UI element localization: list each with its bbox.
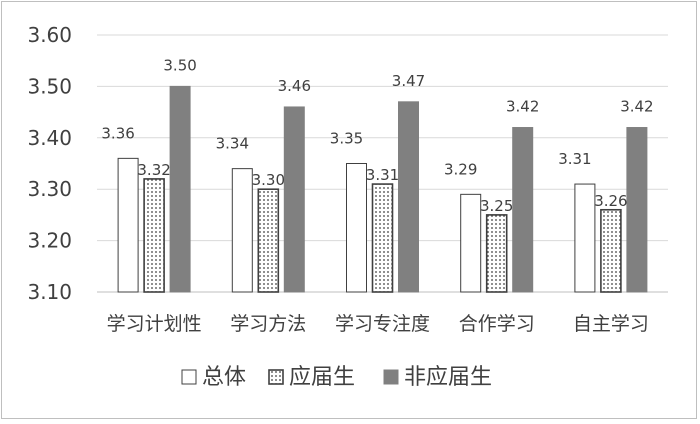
y-tick-label: 3.10 (27, 280, 72, 304)
data-label: 3.47 (392, 72, 425, 90)
x-category-label: 学习专注度 (335, 313, 430, 335)
bar-non-graduates (169, 85, 191, 293)
y-tick-label: 3.50 (27, 74, 72, 98)
legend-label: 总体 (202, 365, 246, 390)
data-label: 3.34 (216, 135, 249, 153)
x-category-label: 学习方法 (230, 313, 306, 335)
legend: 总体 应届生 非应届生 (181, 365, 492, 390)
legend-label: 非应届生 (404, 365, 492, 390)
legend-swatch (181, 369, 197, 385)
data-label: 3.30 (252, 171, 285, 189)
data-labels: 3.363.323.503.343.303.463.353.313.473.29… (101, 56, 653, 215)
x-category-label: 自主学习 (573, 313, 649, 335)
bar-graduates (600, 208, 622, 293)
x-category-label: 学习计划性 (107, 313, 202, 335)
bar-non-graduates (512, 127, 534, 293)
data-label: 3.46 (278, 77, 311, 95)
data-label: 3.29 (444, 160, 477, 178)
bar-overall (231, 168, 253, 293)
bar-graduates (257, 188, 280, 293)
bars (117, 85, 648, 293)
y-tick-label: 3.30 (27, 177, 72, 201)
bar-overall (346, 163, 367, 293)
data-label: 3.31 (366, 166, 399, 184)
bar-overall (574, 183, 596, 293)
data-label: 3.31 (558, 150, 591, 168)
bar-non-graduates (283, 106, 305, 293)
y-tick-label: 3.60 (27, 23, 72, 47)
y-axis-tick-labels: 3.10 3.20 3.30 3.40 3.50 3.60 (27, 23, 72, 304)
bar-graduates (371, 183, 394, 293)
y-tick-label: 3.40 (27, 126, 72, 150)
legend-swatch (268, 369, 284, 385)
data-label: 3.36 (101, 124, 134, 142)
data-label: 3.50 (163, 56, 196, 74)
bar-overall (117, 157, 139, 293)
data-label: 3.32 (137, 161, 170, 179)
bar-non-graduates (398, 101, 419, 293)
x-axis-category-labels: 学习计划性 学习方法 学习专注度 合作学习 自主学习 (107, 313, 649, 335)
data-label: 3.25 (480, 197, 513, 215)
data-label: 3.35 (330, 130, 363, 148)
y-tick-label: 3.20 (27, 229, 72, 253)
data-label: 3.26 (594, 192, 627, 210)
bar-overall (460, 193, 482, 293)
data-label: 3.42 (620, 98, 653, 116)
legend-swatch (383, 369, 399, 385)
bar-graduates (143, 178, 165, 293)
x-category-label: 合作学习 (459, 313, 535, 335)
data-label: 3.42 (506, 98, 539, 116)
bar-non-graduates (626, 127, 648, 293)
bar-graduates (485, 214, 508, 293)
legend-label: 应届生 (289, 365, 355, 390)
